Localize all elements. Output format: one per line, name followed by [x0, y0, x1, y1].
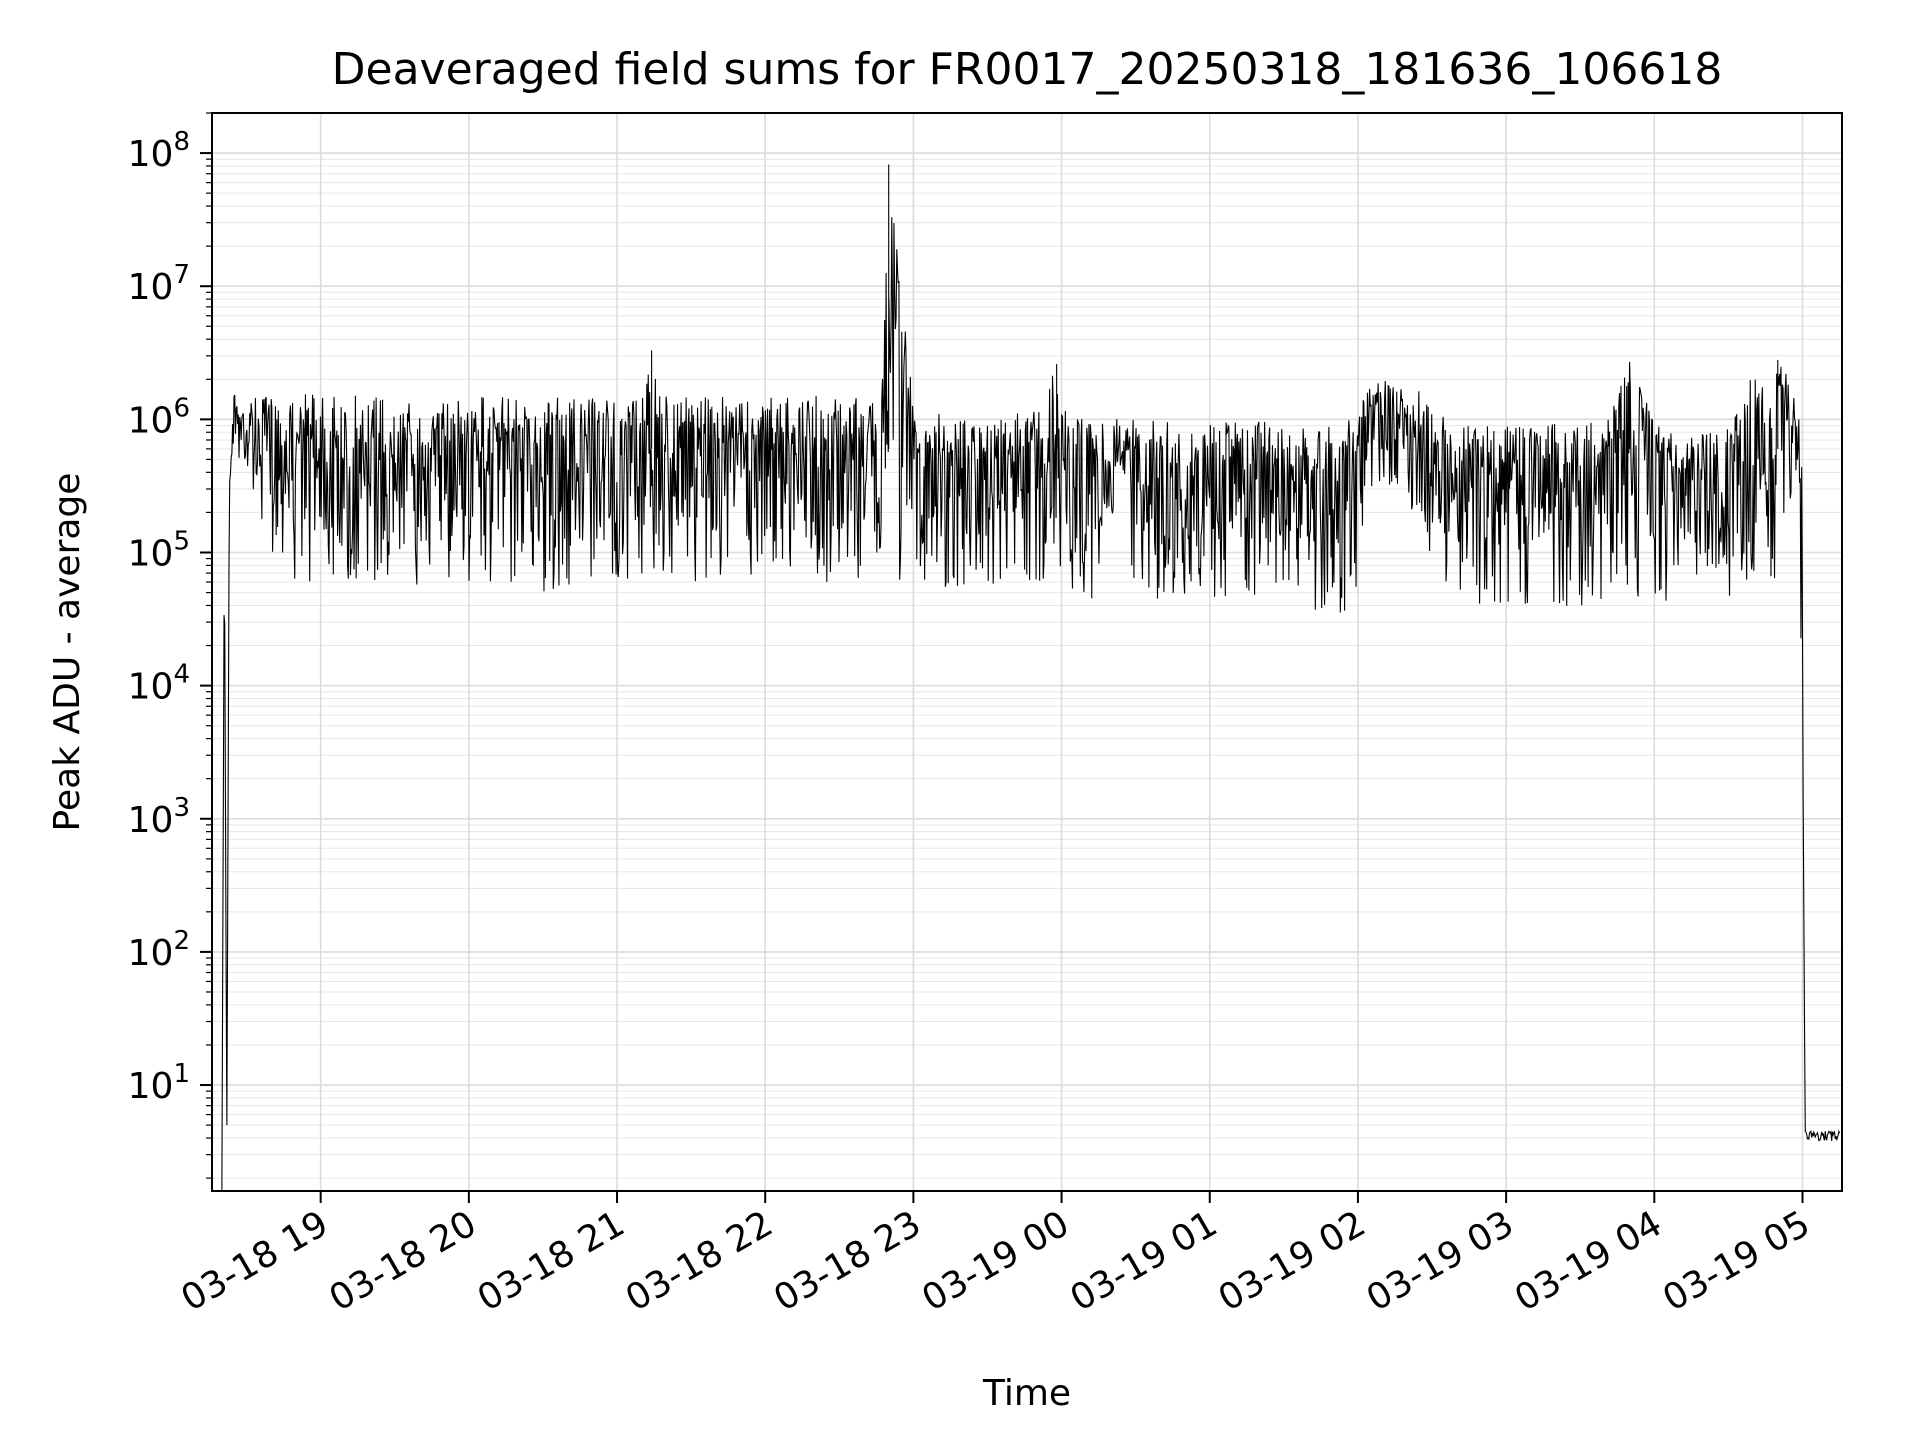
y-axis: 101 102 103 104 105 106 107 108 — [128, 112, 212, 1179]
y-tick-label: 103 — [128, 793, 190, 841]
y-tick-label: 105 — [128, 526, 190, 574]
series-line — [221, 164, 1841, 1192]
y-tick-label: 108 — [128, 127, 190, 175]
y-tick-label: 106 — [128, 393, 190, 441]
y-tick-label: 107 — [128, 260, 190, 308]
y-axis-label: Peak ADU - average — [47, 473, 88, 832]
series-area — [221, 164, 1841, 1192]
x-axis-label: Time — [982, 1373, 1071, 1414]
minor-gridlines — [212, 112, 1842, 1179]
y-tick-label: 102 — [128, 926, 190, 974]
plot-frame — [211, 112, 1843, 1192]
chart-title: Deaveraged field sums for FR0017_2025031… — [332, 44, 1723, 95]
y-tick-label: 104 — [128, 660, 190, 708]
y-tick-label: 101 — [128, 1059, 190, 1107]
